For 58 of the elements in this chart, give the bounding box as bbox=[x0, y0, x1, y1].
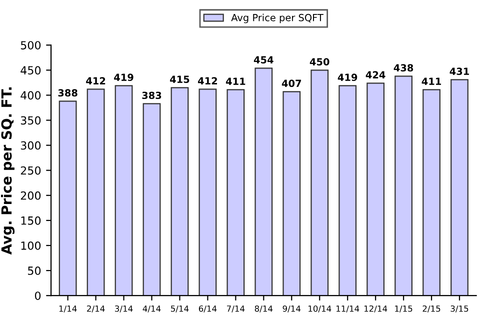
bar bbox=[170, 87, 189, 296]
data-label: 411 bbox=[422, 78, 441, 85]
bar bbox=[198, 88, 217, 296]
y-tick-label: 0 bbox=[34, 292, 41, 300]
data-label: 415 bbox=[170, 76, 190, 84]
x-tick-label: 3/15 bbox=[450, 305, 468, 312]
y-tick-label: 50 bbox=[28, 266, 41, 275]
y-tick-label: 500 bbox=[20, 41, 41, 50]
y-tick-label: 200 bbox=[20, 191, 41, 200]
data-label: 383 bbox=[142, 92, 162, 100]
data-label: 438 bbox=[394, 64, 414, 72]
bar bbox=[338, 85, 357, 296]
bar bbox=[142, 103, 161, 296]
x-tick-label: 2/14 bbox=[87, 305, 105, 312]
x-tick-label: 10/14 bbox=[308, 305, 332, 312]
data-label: 411 bbox=[226, 78, 246, 85]
x-tick-label: 1/15 bbox=[395, 306, 412, 312]
y-tick-label: 250 bbox=[20, 166, 41, 175]
x-tick-label: 5/14 bbox=[171, 306, 189, 312]
bar bbox=[86, 88, 105, 296]
x-tick-label: 7/14 bbox=[227, 306, 245, 312]
y-tick-label: 300 bbox=[20, 141, 41, 150]
x-tick-label: 8/14 bbox=[254, 305, 273, 312]
bar bbox=[310, 70, 329, 296]
bar bbox=[226, 89, 245, 296]
bar bbox=[366, 82, 385, 296]
bar bbox=[394, 76, 412, 296]
data-label: 412 bbox=[86, 77, 106, 84]
data-label: 450 bbox=[310, 58, 330, 66]
y-tick-label: 350 bbox=[20, 116, 41, 125]
bar bbox=[422, 89, 440, 296]
data-label: 412 bbox=[198, 77, 218, 84]
data-label: 424 bbox=[366, 71, 386, 78]
bar bbox=[450, 79, 468, 296]
x-tick-label: 9/14 bbox=[282, 305, 301, 312]
bar bbox=[114, 85, 133, 296]
y-tick-label: 450 bbox=[20, 66, 41, 75]
bar bbox=[282, 91, 301, 296]
y-tick-label: 100 bbox=[21, 241, 41, 250]
y-tick-label: 400 bbox=[20, 91, 41, 100]
legend-label: Avg Price per SQFT bbox=[231, 14, 324, 24]
data-label: 454 bbox=[254, 56, 274, 64]
data-label: 407 bbox=[282, 80, 302, 88]
data-label: 431 bbox=[450, 68, 469, 75]
x-tick-label: 2/15 bbox=[422, 305, 440, 312]
x-tick-label: 1/14 bbox=[59, 306, 77, 312]
data-label: 419 bbox=[114, 74, 134, 82]
x-tick-label: 12/14 bbox=[364, 305, 388, 312]
data-label: 388 bbox=[58, 89, 78, 97]
y-tick-label: 150 bbox=[21, 216, 41, 225]
x-tick-label: 6/14 bbox=[198, 305, 217, 312]
bar bbox=[58, 100, 77, 296]
bar bbox=[254, 68, 273, 296]
x-tick-label: 11/14 bbox=[336, 306, 360, 312]
data-label: 419 bbox=[338, 74, 358, 82]
x-tick-label: 3/14 bbox=[115, 305, 133, 312]
y-axis-title: Avg. Price per SQ. FT. bbox=[0, 87, 15, 255]
x-tick-label: 4/14 bbox=[142, 306, 161, 312]
